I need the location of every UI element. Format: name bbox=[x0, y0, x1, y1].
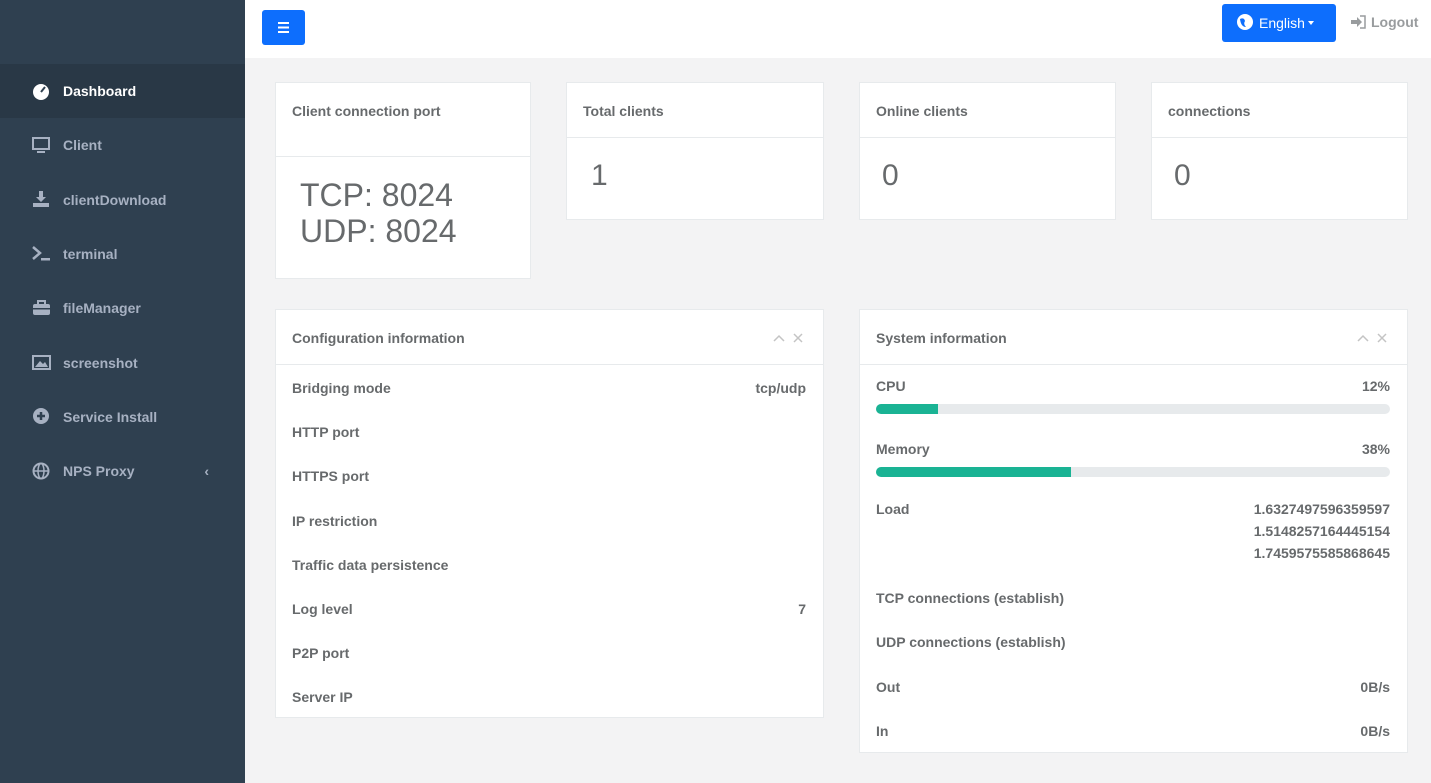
language-button[interactable]: English bbox=[1222, 4, 1336, 42]
sidebar: Dashboard Client clientDownload terminal fil… bbox=[0, 0, 245, 783]
card-value: TCP: 8024 bbox=[300, 177, 453, 213]
nav-item[interactable]: Client bbox=[0, 118, 245, 172]
config-label: IP restriction bbox=[292, 512, 378, 529]
caret bbox=[1307, 21, 1314, 25]
nav-item[interactable]: screenshot bbox=[0, 336, 245, 390]
system-label: Out bbox=[876, 678, 901, 695]
nav-icon bbox=[33, 408, 49, 425]
nav-icon bbox=[32, 355, 51, 370]
nav-label: NPS Proxy bbox=[63, 463, 135, 480]
config-label: Bridging mode bbox=[292, 380, 391, 396]
logout-icon bbox=[1351, 15, 1366, 29]
card-title: connections bbox=[1152, 83, 1407, 138]
language-label: English bbox=[1259, 15, 1305, 31]
card-value: UDP: 8024 bbox=[300, 213, 457, 249]
card-value: 0 bbox=[882, 159, 899, 192]
progress-fill bbox=[876, 404, 938, 414]
nav-item[interactable]: NPS Proxy ‹ bbox=[0, 444, 245, 498]
nav-label: Client bbox=[63, 137, 102, 154]
system-value: 0B/s bbox=[1360, 722, 1390, 739]
stat-card: connections 0 bbox=[1151, 82, 1408, 220]
nav-caret: ‹ bbox=[204, 463, 209, 480]
card-title: Total clients bbox=[567, 83, 823, 138]
card-title: Online clients bbox=[860, 83, 1115, 138]
panel-title: Configuration information bbox=[276, 310, 823, 365]
panel-tools[interactable] bbox=[770, 330, 810, 346]
nav-icon bbox=[33, 83, 49, 100]
progress-track bbox=[876, 467, 1390, 477]
nav-item[interactable]: clientDownload bbox=[0, 173, 245, 227]
metric-label: CPU bbox=[876, 378, 906, 394]
nav-item[interactable]: fileManager bbox=[0, 281, 245, 335]
nav-icon bbox=[32, 246, 50, 261]
stat-card: Client connection port TCP: 8024 UDP: 80… bbox=[275, 82, 531, 279]
logout[interactable]: Logout bbox=[1350, 14, 1418, 30]
logout-label: Logout bbox=[1371, 14, 1419, 30]
system-panel: System information CPU 12% Memory 38% Load 1.… bbox=[859, 309, 1408, 753]
panel-title: System information bbox=[860, 310, 1407, 365]
nav-label: Service Install bbox=[63, 408, 158, 425]
card-title: Client connection port bbox=[276, 83, 530, 157]
nav-label: fileManager bbox=[63, 300, 141, 317]
nav-icon bbox=[32, 462, 50, 480]
config-label: P2P port bbox=[292, 645, 350, 662]
config-value: 7 bbox=[798, 601, 806, 617]
metric-label: Memory bbox=[876, 441, 930, 457]
nav-label: screenshot bbox=[63, 354, 138, 371]
nav-label: clientDownload bbox=[63, 191, 167, 208]
config-label: Traffic data persistence bbox=[292, 556, 449, 573]
nav-item[interactable]: Service Install bbox=[0, 390, 245, 444]
nav-icon bbox=[33, 299, 50, 315]
config-label: HTTPS port bbox=[292, 468, 369, 485]
card-value: 1 bbox=[591, 159, 608, 192]
menu-icon bbox=[278, 22, 289, 33]
topbar: English Logout bbox=[245, 0, 1431, 58]
nav-label: Dashboard bbox=[63, 83, 137, 99]
load-value: 1.7459575585868645 bbox=[1253, 545, 1390, 561]
config-panel: Configuration information Bridging mode t… bbox=[275, 309, 824, 718]
nav-item[interactable]: terminal bbox=[0, 227, 245, 281]
load-label: Load bbox=[876, 501, 910, 517]
metric-value: 38% bbox=[1361, 441, 1390, 457]
config-label: Log level bbox=[292, 601, 353, 617]
progress-track bbox=[876, 404, 1390, 414]
system-label: In bbox=[876, 722, 889, 739]
config-label: HTTP port bbox=[292, 424, 360, 441]
nav-icon bbox=[33, 191, 49, 208]
globe-icon bbox=[1237, 14, 1253, 30]
card-body: TCP: 8024 UDP: 8024 bbox=[276, 157, 530, 249]
system-label: TCP connections (establish) bbox=[876, 590, 1064, 606]
stat-card: Online clients 0 bbox=[859, 82, 1116, 220]
menu-toggle[interactable] bbox=[262, 10, 305, 45]
system-value: 0B/s bbox=[1360, 678, 1390, 695]
stat-card: Total clients 1 bbox=[566, 82, 824, 220]
nav-item[interactable]: Dashboard bbox=[0, 64, 245, 118]
progress-fill bbox=[876, 467, 1072, 477]
system-label: UDP connections (establish) bbox=[876, 634, 1066, 651]
metric-value: 12% bbox=[1361, 378, 1390, 394]
panel-tools[interactable] bbox=[1354, 330, 1394, 346]
nav-icon bbox=[32, 136, 50, 153]
load-value: 1.5148257164445154 bbox=[1253, 523, 1390, 539]
config-label: Server IP bbox=[292, 689, 353, 706]
nav-label: terminal bbox=[63, 245, 118, 262]
load-value: 1.6327497596359597 bbox=[1253, 501, 1390, 517]
card-value: 0 bbox=[1174, 159, 1191, 192]
config-value: tcp/udp bbox=[755, 380, 806, 396]
